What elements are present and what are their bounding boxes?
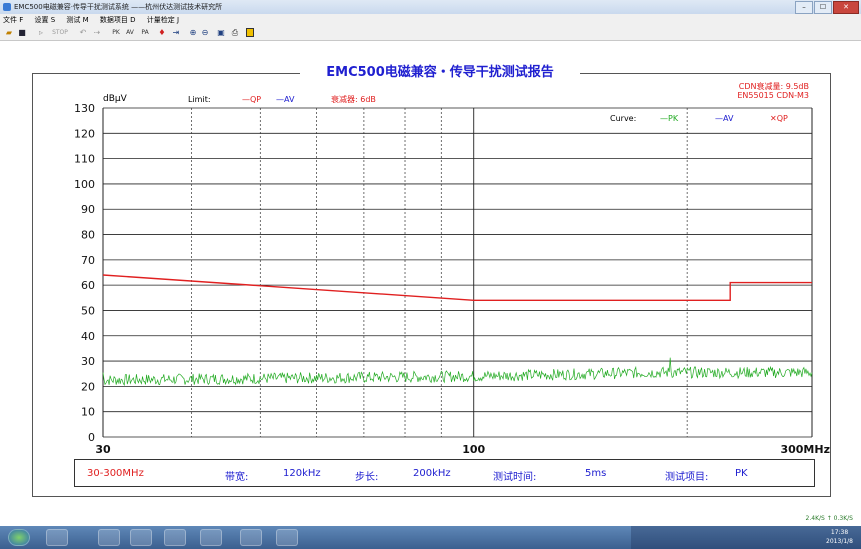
curve-qp-legend: ✕QP [770, 114, 788, 123]
report-title: EMC500电磁兼容・传导干扰测试报告 [300, 64, 580, 82]
cdn-info: CDN衰减量: 9.5dB EN55015 CDN-M3 [737, 82, 809, 100]
cdn-attenuation: CDN衰减量: 9.5dB [738, 82, 809, 91]
y-tick-label-120: 120 [74, 127, 95, 140]
y-tick-label-70: 70 [81, 254, 95, 267]
chart-series [102, 274, 813, 387]
menu-bar: 文件 F 设置 S 测试 M 数据项目 D 计量检定 J [0, 14, 861, 26]
window-title: EMC500电磁兼容·传导干扰测试系统 ——杭州伏达测试技术研究所 [14, 3, 223, 11]
y-axis-labels: 0 10 20 30 40 50 60 70 80 90 100 110 120 130 [74, 102, 95, 444]
y-tick-label-80: 80 [81, 229, 95, 242]
x-tick-label-2: 300MHz [780, 443, 830, 456]
taskbar-app-browser[interactable] [98, 529, 120, 546]
taskbar-app-draw[interactable] [276, 529, 298, 546]
limit-qp-legend: —QP [242, 95, 262, 104]
y-tick-label-130: 130 [74, 102, 95, 115]
y-tick-label-30: 30 [81, 355, 95, 368]
chart-grid [102, 107, 813, 438]
test-time-label: 测试时间: [493, 472, 537, 483]
taskbar-app-folder[interactable] [164, 529, 186, 546]
taskbar: 17:38 2013/1/8 [0, 526, 861, 549]
curve-av-legend: —AV [715, 114, 734, 123]
toolbar: ▰ ■ ▹ STOP ↶ ⇢ PK AV PA ♦ ⇥ ⊕ ⊖ ▣ ⎙ [0, 26, 861, 41]
test-item-value: PK [735, 468, 748, 479]
x-axis-labels: 30 100 300MHz [95, 443, 830, 456]
window-controls: – ☐ ✕ [795, 1, 859, 14]
step-label: 步长: [355, 472, 379, 483]
network-speed: 2.4K/S ↑ 0.3K/S [805, 515, 853, 522]
run-icon[interactable]: ▹ [38, 28, 43, 37]
taskbar-app-paint[interactable] [240, 529, 262, 546]
y-tick-label-90: 90 [81, 203, 95, 216]
y-tick-label-60: 60 [81, 279, 95, 292]
x-tick-label-0: 30 [95, 443, 111, 456]
print-icon[interactable]: ⎙ [231, 28, 239, 37]
zoom-out-icon[interactable]: ⊖ [201, 28, 209, 37]
pa-button[interactable]: PA [141, 29, 149, 36]
av-button[interactable]: AV [126, 29, 134, 36]
bandwidth-value: 120kHz [283, 468, 321, 479]
clock: 17:38 2013/1/8 [826, 528, 853, 546]
bandwidth-label: 带宽: [225, 472, 249, 483]
menu-calibration[interactable]: 计量检定 J [146, 16, 180, 24]
clock-time: 17:38 [830, 529, 849, 536]
open-folder-icon[interactable]: ▰ [5, 28, 13, 37]
limit-label: Limit: [188, 95, 211, 104]
y-tick-label-20: 20 [81, 380, 95, 393]
menu-settings[interactable]: 设置 S [34, 16, 56, 24]
x-tick-label-1: 100 [462, 443, 485, 456]
undo-icon[interactable]: ↶ [79, 28, 87, 37]
y-unit-label: dBμV [103, 94, 127, 104]
series-qp [102, 274, 812, 301]
curve-label: Curve: [610, 114, 637, 123]
menu-test[interactable]: 测试 M [66, 16, 89, 24]
close-button[interactable]: ✕ [833, 1, 859, 14]
save-icon[interactable]: ■ [18, 28, 26, 37]
taskbar-app-emc[interactable] [130, 529, 152, 546]
redo-icon[interactable]: ⇢ [93, 28, 101, 37]
test-item-label: 测试项目: [665, 472, 709, 483]
app-icon [3, 3, 11, 11]
start-button[interactable] [8, 529, 30, 546]
test-info-box: 30-300MHz 带宽: 120kHz 步长: 200kHz 测试时间: 5m… [74, 459, 815, 487]
copy-icon[interactable]: ▣ [217, 28, 225, 37]
curve-pk-legend: —PK [660, 114, 679, 123]
step-value: 200kHz [413, 468, 451, 479]
clock-date: 2013/1/8 [826, 538, 853, 545]
attenuator-label: 衰减器: 6dB [331, 95, 376, 104]
limit-av-legend: —AV [276, 95, 295, 104]
taskbar-app-tool[interactable] [200, 529, 222, 546]
peak-search-icon[interactable]: ⇥ [172, 28, 180, 37]
y-tick-label-10: 10 [81, 406, 95, 419]
pk-button[interactable]: PK [112, 29, 120, 36]
stop-button[interactable]: STOP [52, 29, 68, 36]
marker-icon[interactable]: ♦ [158, 28, 166, 37]
y-tick-label-110: 110 [74, 153, 95, 166]
system-tray: 17:38 2013/1/8 [631, 526, 861, 549]
y-tick-label-50: 50 [81, 304, 95, 317]
menu-data[interactable]: 数据项目 D [99, 16, 136, 24]
zoom-in-icon[interactable]: ⊕ [189, 28, 197, 37]
maximize-button[interactable]: ☐ [814, 1, 832, 14]
cdn-standard: EN55015 CDN-M3 [737, 91, 809, 100]
y-tick-label-100: 100 [74, 178, 95, 191]
y-tick-label-0: 0 [88, 431, 95, 444]
taskbar-app-media[interactable] [46, 529, 68, 546]
freq-range: 30-300MHz [87, 468, 144, 479]
minimize-button[interactable]: – [795, 1, 813, 14]
title-bar: EMC500电磁兼容·传导干扰测试系统 ——杭州伏达测试技术研究所 – ☐ ✕ [0, 0, 861, 14]
y-tick-label-40: 40 [81, 330, 95, 343]
exit-icon[interactable] [246, 28, 254, 37]
menu-file[interactable]: 文件 F [3, 16, 24, 24]
series-pk [102, 357, 813, 387]
test-time-value: 5ms [585, 468, 607, 479]
